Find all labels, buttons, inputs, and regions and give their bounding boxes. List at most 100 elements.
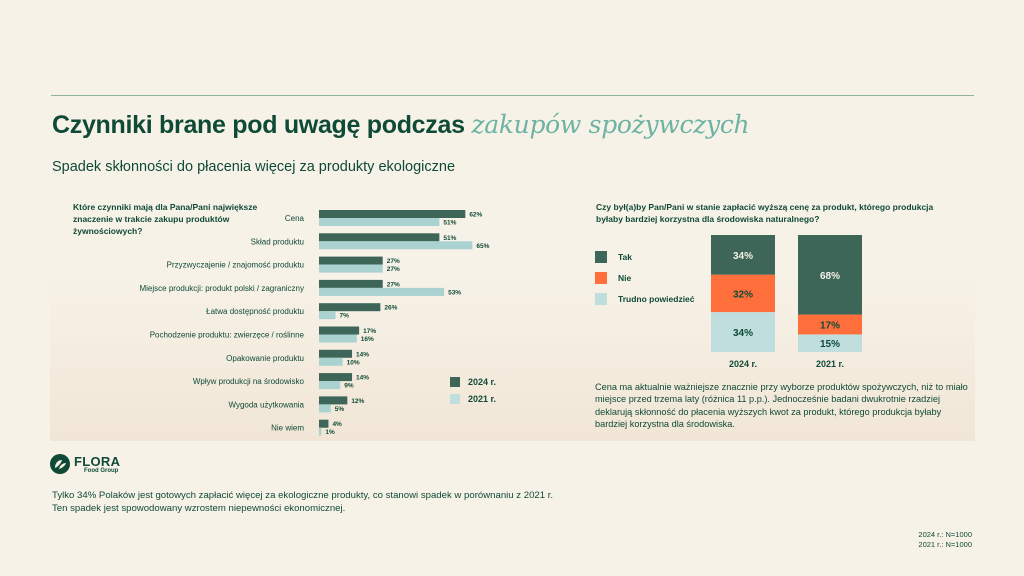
bar-value-label: 51%	[443, 220, 456, 227]
title-main: Czynniki brane pod uwagę podczas	[52, 111, 472, 139]
stack-segment-tak	[798, 235, 862, 315]
bar-value-label: 16%	[361, 336, 374, 343]
stacked-chart-legend: Tak Nie Trudno powiedzieć	[595, 250, 695, 313]
bar-value-label: 65%	[476, 243, 489, 250]
category-label: Nie wiem	[271, 424, 304, 433]
bar-value-label: 14%	[356, 375, 369, 382]
bar-value-label: 5%	[335, 406, 345, 413]
legend-swatch-trudno	[595, 292, 607, 305]
bar-2021	[319, 287, 445, 296]
stack-value-label: 68%	[820, 271, 840, 282]
legend-label-trudno: Trudno powiedzieć	[618, 293, 695, 304]
category-label: Opakowanie produktu	[226, 354, 304, 363]
legend-swatch-2021	[450, 394, 460, 404]
bar-2024	[319, 210, 466, 218]
legend-item-2021: 2021 r.	[450, 393, 496, 405]
leaf-logo-icon	[50, 454, 70, 474]
category-label: Cena	[285, 214, 305, 223]
legend-item-trudno: Trudno powiedzieć	[595, 292, 695, 305]
top-divider	[51, 95, 974, 96]
flora-logo: FLORA Food Group	[50, 454, 120, 474]
bar-value-label: 62%	[469, 212, 482, 219]
bar-2024	[319, 233, 440, 242]
bar-value-label: 14%	[356, 351, 369, 358]
category-label: Skład produktu	[251, 237, 304, 246]
bar-2021	[319, 334, 357, 343]
stacked-chart-question: Czy był(a)by Pan/Pani w stanie zapłacić …	[596, 202, 934, 224]
chart-commentary: Cena ma aktualnie ważniejsze znacznie pr…	[595, 382, 968, 430]
category-label: Łatwa dostępność produktu	[206, 307, 304, 316]
bar-value-label: 51%	[443, 235, 456, 242]
bar-2021	[319, 241, 473, 250]
bar-value-label: 26%	[384, 305, 397, 312]
legend-item-nie: Nie	[595, 271, 695, 284]
legend-swatch-tak	[595, 250, 607, 263]
bar-value-label: 17%	[363, 328, 376, 335]
legend-label-2024: 2024 r.	[468, 377, 497, 387]
bar-chart-legend: 2024 r. 2021 r.	[450, 376, 496, 410]
category-label: Wygoda użytkowania	[228, 400, 304, 409]
legend-swatch-2024	[450, 377, 460, 387]
title-accent: zakupów spożywczych	[471, 110, 750, 139]
footer-summary: Tylko 34% Polaków jest gotowych zapłacić…	[52, 489, 672, 515]
bar-2021	[319, 264, 383, 273]
bar-2024	[319, 396, 348, 405]
bar-value-label: 9%	[344, 383, 354, 390]
category-label: Przyzwyczajenie / znajomość produktu	[167, 261, 304, 270]
sample-2021: 2021 r.: N=1000	[918, 540, 972, 549]
legend-item-2024: 2024 r.	[450, 376, 496, 388]
category-label: Miejsce produkcji: produkt polski / zagr…	[139, 284, 304, 293]
legend-item-tak: Tak	[595, 250, 695, 263]
bar-2024	[319, 419, 329, 428]
footer-line-2: Ten spadek jest spowodowany wzrostem nie…	[52, 503, 346, 514]
stack-segment-trudno	[711, 312, 775, 352]
legend-swatch-nie	[595, 271, 607, 284]
sample-size: 2024 r.: N=1000 2021 r.: N=1000	[918, 530, 972, 550]
bar-value-label: 27%	[387, 266, 400, 273]
logo-brand: FLORA	[74, 453, 121, 469]
footer-line-1: Tylko 34% Polaków jest gotowych zapłacić…	[52, 490, 554, 501]
legend-label-nie: Nie	[618, 272, 632, 283]
legend-label-tak: Tak	[618, 251, 633, 262]
stack-category-label: 2024 r.	[729, 359, 757, 369]
bar-2021	[319, 357, 343, 366]
category-label: Wpływ produkcji na środowisko	[193, 377, 305, 386]
stack-segment-tak	[711, 235, 775, 275]
bar-value-label: 10%	[347, 359, 360, 366]
bar-2024	[319, 303, 381, 312]
sample-2024: 2024 r.: N=1000	[918, 530, 972, 539]
logo-sub: Food Group	[84, 467, 119, 474]
stack-value-label: 34%	[733, 251, 753, 262]
bar-value-label: 27%	[387, 281, 400, 288]
stack-value-label: 34%	[733, 328, 753, 339]
bar-2021	[319, 381, 341, 390]
bar-2024	[319, 256, 383, 265]
bar-2024	[319, 279, 383, 288]
stack-value-label: 15%	[820, 339, 840, 350]
bar-value-label: 12%	[351, 398, 364, 405]
bar-value-label: 4%	[332, 421, 342, 428]
stack-segment-trudno	[798, 334, 862, 352]
bar-value-label: 53%	[448, 289, 461, 296]
stack-value-label: 32%	[733, 290, 753, 301]
bar-chart-question: Które czynniki mają dla Pana/Pani najwię…	[73, 202, 258, 236]
bar-2024	[319, 373, 353, 382]
bar-2021	[319, 218, 440, 226]
bar-value-label: 1%	[325, 429, 335, 436]
stack-segment-nie	[711, 274, 775, 313]
bar-2021	[319, 311, 336, 320]
category-label: Pochodzenie produktu: zwierzęce / roślin…	[150, 331, 305, 340]
stack-value-label: 17%	[820, 321, 840, 332]
bar-2024	[319, 326, 360, 335]
page-subtitle: Spadek skłonności do płacenia więcej za …	[52, 159, 456, 175]
bar-value-label: 7%	[340, 313, 350, 320]
bar-2024	[319, 349, 353, 358]
stack-segment-nie	[798, 314, 862, 335]
page-title: Czynniki brane pod uwagę podczas zakupów…	[52, 110, 750, 140]
bar-2021	[319, 404, 331, 413]
bar-2021	[319, 427, 322, 436]
legend-label-2021: 2021 r.	[468, 394, 497, 404]
bar-value-label: 27%	[387, 258, 400, 265]
stack-category-label: 2021 r.	[816, 359, 844, 369]
